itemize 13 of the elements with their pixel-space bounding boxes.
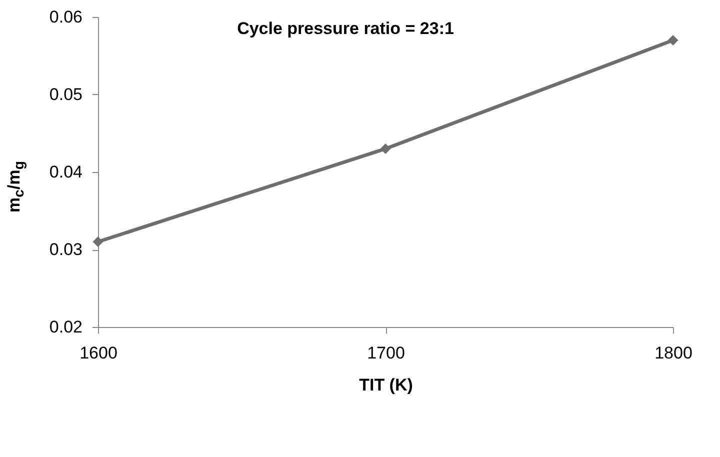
y-tick-label: 0.06 (49, 8, 82, 26)
point (92, 236, 104, 247)
y-tick-label: 0.04 (49, 162, 82, 182)
x-tick-label: 1800 (654, 344, 692, 362)
x-tick-label: 1600 (80, 344, 118, 362)
y-tick-label: 0.02 (49, 318, 82, 336)
point (668, 35, 678, 46)
chart-title: Cycle pressure ratio = 23:1 (237, 19, 454, 38)
y-tick-label: 0.05 (49, 85, 82, 104)
x-axis-title: TIT (K) (359, 376, 413, 394)
point (380, 144, 391, 154)
y-tick-label: 0.03 (49, 240, 82, 259)
x-tick-label: 1700 (367, 344, 405, 362)
